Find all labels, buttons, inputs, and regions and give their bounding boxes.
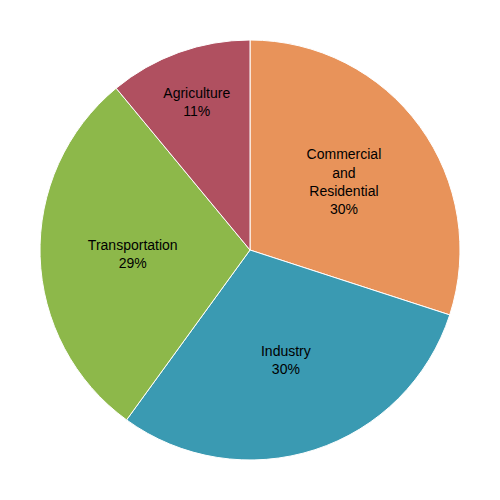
svg-text:Agriculture11%: Agriculture11% (163, 85, 230, 119)
svg-text:CommercialandResidential30%: CommercialandResidential30% (307, 146, 382, 217)
svg-text:Transportation29%: Transportation29% (88, 237, 178, 271)
svg-text:Industry30%: Industry30% (261, 343, 311, 377)
